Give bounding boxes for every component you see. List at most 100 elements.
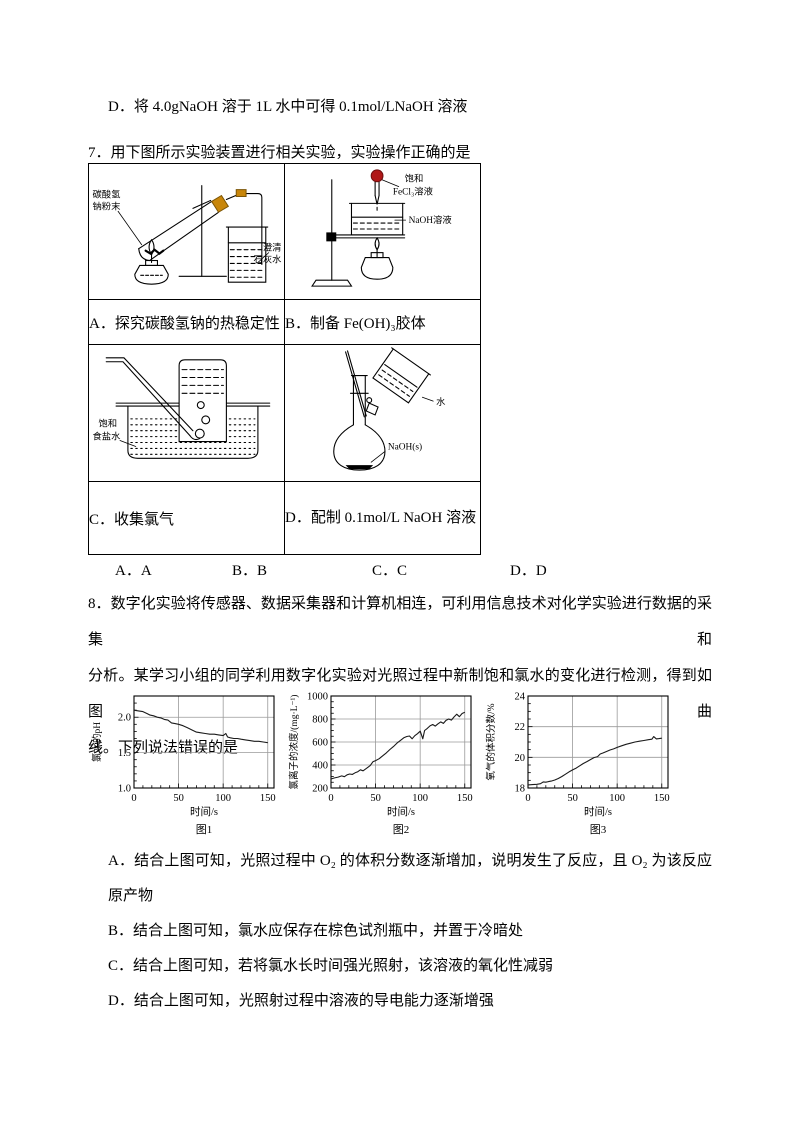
q8-stem-line: 分析。某学习小组的同学利用数字化实验对光照过程中新制饱和氯水的变化进行检测，得到… bbox=[88, 668, 712, 720]
plot-frame bbox=[527, 695, 669, 789]
y-tick-label: 600 bbox=[312, 738, 328, 749]
y-axis-label: 氯水的pH bbox=[91, 722, 103, 762]
diagram-cell-a: 碳酸氢 钠粉末 澄清 石灰水 bbox=[88, 163, 285, 300]
alcohol-lamp bbox=[360, 257, 394, 280]
fecl3-label: 饱和 bbox=[405, 173, 424, 185]
label-leader bbox=[381, 179, 400, 188]
stopper-loop bbox=[366, 396, 373, 403]
delivery-tube bbox=[257, 193, 263, 265]
diagram-cell-c: 饱和 食盐水 bbox=[88, 344, 285, 482]
dropper-tip bbox=[374, 194, 380, 205]
figure-caption: 图1 bbox=[196, 823, 213, 836]
x-tick-label: 50 bbox=[567, 793, 578, 804]
alcohol-lamp bbox=[134, 264, 169, 285]
label-leader bbox=[117, 210, 143, 246]
q8-option-c: C．结合上图可知，若将氯水长时间强光照射，该溶液的氧化性减弱 bbox=[108, 958, 554, 974]
q8-stem: 8．数字化实验将传感器、数据采集器和计算机相连，可利用信息技术对化学实验进行数据… bbox=[88, 586, 712, 766]
chlorine-collection-diagram: 饱和 食盐水 bbox=[92, 356, 271, 459]
q8-charts: 0 50 100 150 1.0 1.5 2.0 氯水的pH 时间/s 图1 0 50 100 150 2… bbox=[90, 688, 676, 841]
q8-stem-line: 线。下列说法错误的是 bbox=[88, 740, 239, 756]
prev-question-option-d: D．将 4.0gNaOH 溶于 1L 水中可得 0.1mol/LNaOH 溶液 bbox=[108, 99, 468, 115]
clamp bbox=[192, 199, 212, 209]
caption-d: D．配制 0.1mol/L NaOH 溶液 bbox=[285, 509, 477, 526]
caption-cell-c: C．收集氯气 bbox=[88, 481, 285, 555]
trough bbox=[127, 405, 259, 459]
choice-a: A．A bbox=[115, 563, 152, 579]
x-tick-label: 0 bbox=[525, 793, 530, 804]
y-tick-label: 18 bbox=[515, 784, 526, 795]
y-tick-label: 1.0 bbox=[118, 784, 131, 795]
label-leader bbox=[370, 450, 386, 463]
data-line bbox=[527, 736, 662, 786]
x-axis-label: 时间/s bbox=[387, 805, 415, 818]
q8-option-a-line1: A．结合上图可知，光照过程中 O₂ 的体积分数逐渐增加，说明发生了反应，且 O₂… bbox=[108, 853, 712, 869]
diagram-cell-b: 饱和 FeCl₃溶液 NaOH溶液 bbox=[284, 163, 481, 300]
y-tick-label: 800 bbox=[312, 715, 328, 726]
dropper-bulb bbox=[370, 169, 384, 183]
flame bbox=[374, 236, 380, 251]
label-leader bbox=[119, 439, 137, 447]
water-label: 水 bbox=[436, 396, 446, 408]
glass-rod bbox=[346, 349, 367, 416]
q7-apparatus-table: 碳酸氢 钠粉末 澄清 石灰水 bbox=[88, 163, 481, 555]
caption-cell-b: B．制备 Fe(OH)₃胶体 bbox=[284, 299, 481, 345]
data-line bbox=[330, 711, 466, 780]
tube-connector bbox=[235, 189, 247, 197]
q8-option-b: B．结合上图可知，氯水应保存在棕色试剂瓶中，并置于冷暗处 bbox=[108, 923, 524, 939]
pouring-beaker bbox=[372, 347, 430, 404]
caption-cell-a: A．探究碳酸氢钠的热稳定性 bbox=[88, 299, 285, 345]
y-tick-label: 1.5 bbox=[118, 748, 131, 759]
q7-choices: A．A B．B C．C D．D bbox=[88, 559, 648, 581]
volumetric-flask bbox=[333, 423, 386, 471]
line-chart: 0 50 100 150 18 20 22 24 氧气的体积分数/% 时间/s 图3 bbox=[485, 692, 670, 837]
powder-label: 碳酸氢 bbox=[92, 188, 120, 200]
line-chart: 0 50 100 150 1.0 1.5 2.0 氯水的pH 时间/s 图1 bbox=[91, 695, 276, 836]
line-chart: 0 50 100 150 200 400 600 800 1000 氯离子的浓度/(mg·L⁻¹)… bbox=[288, 692, 473, 837]
y-tick-label: 20 bbox=[515, 753, 526, 764]
naoh-solid-label: NaOH(s) bbox=[388, 441, 422, 452]
x-tick-label: 0 bbox=[131, 793, 136, 804]
gas-bottle bbox=[178, 358, 227, 442]
brine-label: 饱和 bbox=[98, 417, 117, 429]
rubber-stopper bbox=[210, 194, 230, 213]
y-tick-label: 400 bbox=[312, 761, 328, 772]
y-axis-label: 氯离子的浓度/(mg·L⁻¹) bbox=[288, 695, 300, 790]
x-tick-label: 150 bbox=[457, 793, 473, 804]
naoh-solution-label: NaOH溶液 bbox=[409, 214, 452, 226]
x-tick-label: 150 bbox=[654, 793, 670, 804]
diagram-cell-d: 水 NaOH(s) bbox=[284, 344, 481, 482]
delivery-tube bbox=[105, 356, 194, 431]
naoh-solid bbox=[345, 464, 374, 469]
beaker-rim bbox=[391, 346, 431, 375]
label-leader bbox=[257, 252, 270, 263]
limewater-label: 澄清 bbox=[263, 242, 282, 254]
pouring-beaker bbox=[372, 346, 431, 404]
flask-stopper bbox=[365, 401, 379, 416]
y-tick-label: 24 bbox=[515, 692, 526, 703]
clamp-knob bbox=[326, 232, 337, 242]
x-tick-label: 50 bbox=[370, 793, 381, 804]
q8-option-d: D．结合上图可知，光照射过程中溶液的导电能力逐渐增强 bbox=[108, 993, 494, 1009]
figure-caption: 图2 bbox=[393, 823, 410, 836]
caption-a: A．探究碳酸氢钠的热稳定性 bbox=[89, 315, 280, 332]
feoh3-colloid-diagram: 饱和 FeCl₃溶液 NaOH溶液 bbox=[311, 169, 452, 287]
label-leader bbox=[421, 396, 434, 402]
glass-rod bbox=[345, 350, 365, 417]
caption-b: B．制备 Fe(OH)₃胶体 bbox=[285, 315, 426, 332]
x-tick-label: 100 bbox=[609, 793, 625, 804]
y-tick-label: 200 bbox=[312, 784, 328, 795]
x-tick-label: 100 bbox=[215, 793, 231, 804]
test-tube-end bbox=[138, 248, 151, 262]
gas-bubble bbox=[196, 400, 205, 409]
nahco3-heating-diagram: 碳酸氢 钠粉末 澄清 石灰水 bbox=[92, 185, 282, 285]
fecl3-label: FeCl₃溶液 bbox=[393, 186, 433, 198]
x-tick-label: 50 bbox=[173, 793, 184, 804]
x-axis-label: 时间/s bbox=[190, 805, 218, 818]
y-tick-label: 1000 bbox=[307, 692, 328, 703]
delivery-tube-tip bbox=[189, 434, 201, 440]
choice-c: C．C bbox=[372, 563, 408, 579]
plot-frame bbox=[133, 695, 275, 789]
brine-label: 食盐水 bbox=[92, 430, 121, 442]
limewater-label: 石灰水 bbox=[253, 253, 282, 265]
